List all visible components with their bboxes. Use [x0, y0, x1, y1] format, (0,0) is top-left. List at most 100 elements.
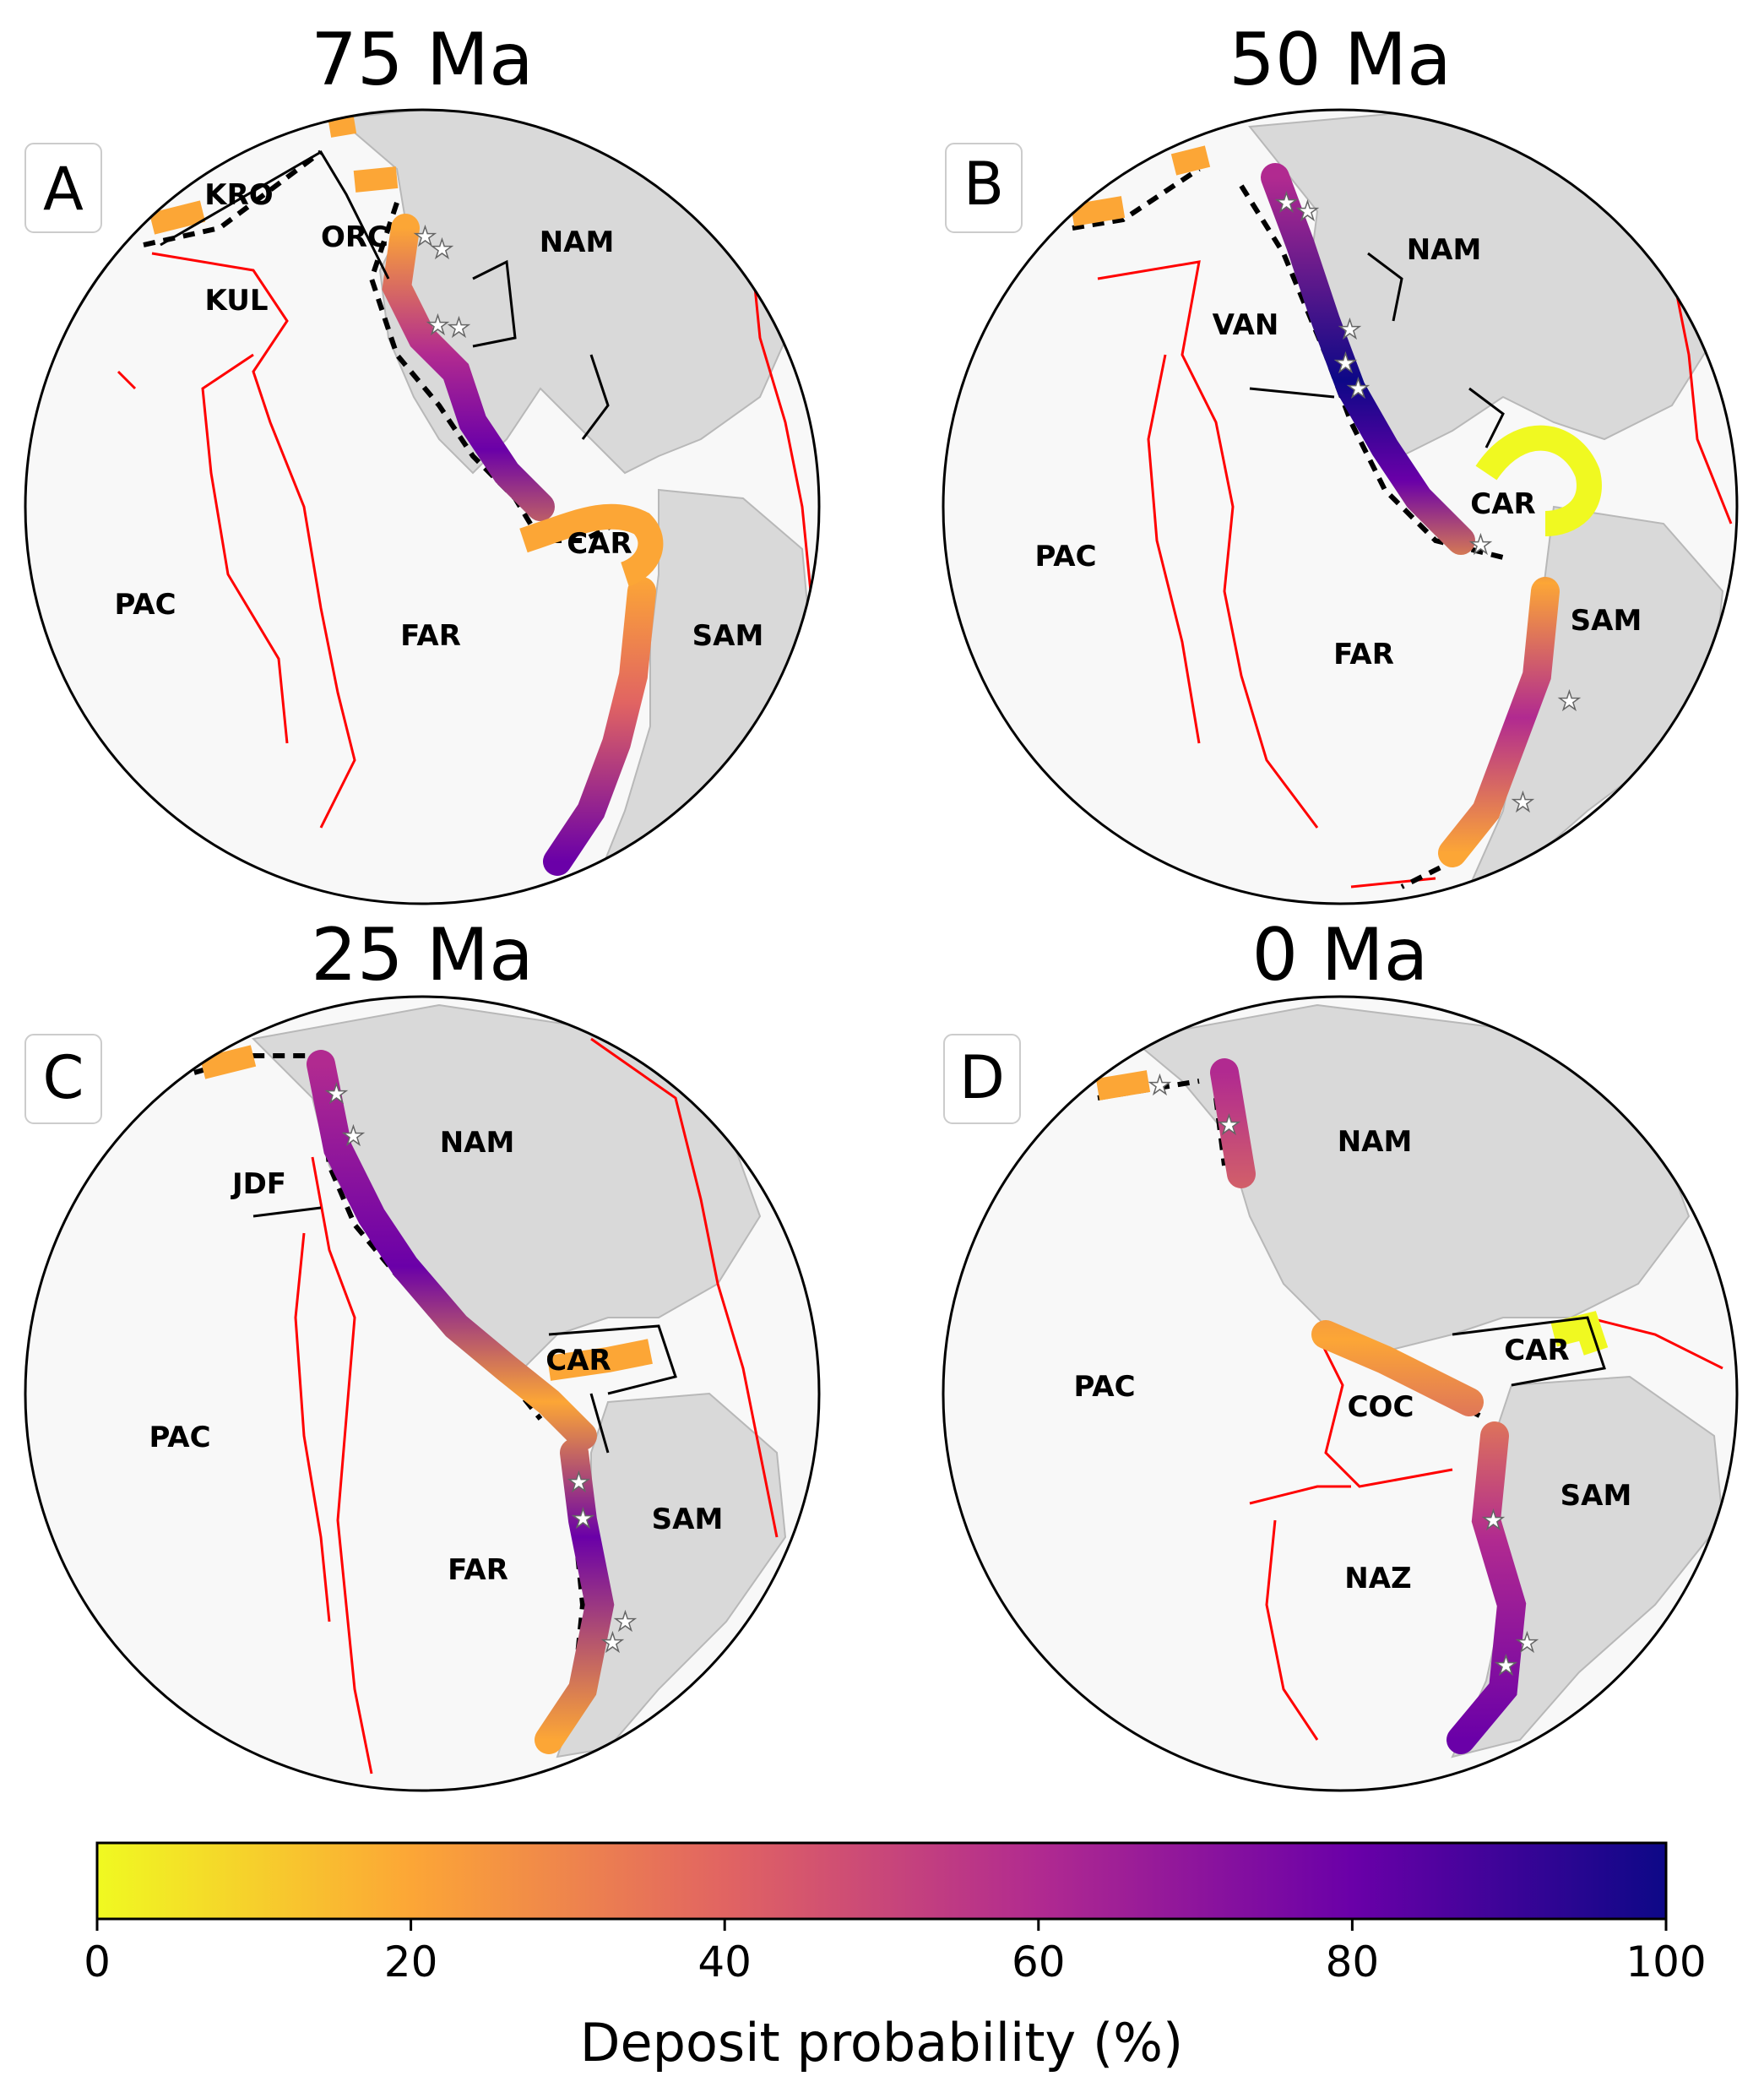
deposit-marker: ★ [1482, 1506, 1505, 1535]
colorbar-gradient [95, 1841, 1668, 1921]
colorbar-tick-label: 0 [84, 1938, 111, 1986]
plate-label-nam: NAM [1338, 1125, 1413, 1159]
caribbean-arc [519, 503, 664, 587]
plate-boundaries [1097, 185, 1733, 889]
caribbean-arc [1475, 425, 1602, 536]
plate-boundaries [117, 168, 812, 829]
plate-label-nam: NAM [540, 226, 615, 259]
deposit-markers-a: ★ ★ ★ ★ [413, 221, 470, 344]
colorbar-ticks: 0 20 40 60 80 100 [84, 1919, 1707, 1986]
colorbar-tick-label: 80 [1326, 1938, 1380, 1986]
plate-label-nam: NAM [1407, 233, 1482, 267]
panel-a: 75 Ma ★ ★ ★ ★ A KRO ORC KUL NAM PAC FAR … [24, 18, 821, 905]
plate-outline [1452, 1316, 1606, 1387]
globe-b-rim [942, 108, 1739, 905]
panel-d-letter-box [943, 1034, 1021, 1124]
caribbean-arc [1550, 1311, 1609, 1356]
globe-a-rim [24, 108, 821, 905]
plate-outline [252, 1206, 677, 1454]
panel-b-title: 50 Ma [1229, 18, 1452, 102]
colorbar-tick-label: 20 [384, 1938, 438, 1986]
colorbar-tick-label: 100 [1626, 1938, 1706, 1986]
panel-a-letter: A [43, 155, 84, 224]
panel-d-letter: D [959, 1043, 1005, 1112]
deposit-markers-b: ★ ★ ★ ★ ★ ★ ★ ★ [1274, 188, 1581, 818]
plate-label-naz: NAZ [1344, 1562, 1411, 1595]
northern-arc [149, 111, 399, 235]
plate-label-far: FAR [1333, 638, 1394, 671]
panel-c-letter-box [24, 1034, 102, 1124]
plate-label-sam: SAM [652, 1503, 724, 1536]
deposit-marker: ★ [342, 1122, 365, 1151]
deposit-marker: ★ [448, 313, 470, 343]
panel-d-title: 0 Ma [1252, 913, 1429, 997]
deposit-marker: ★ [1296, 197, 1319, 226]
deposit-arc [1210, 1058, 1527, 1754]
panel-a-title: 75 Ma [311, 18, 534, 102]
plate-label-jdf: JDF [231, 1167, 286, 1201]
plate-label-nam: NAM [440, 1126, 515, 1160]
deposit-marker: ★ [572, 1504, 594, 1534]
deposit-marker: ★ [567, 1468, 590, 1497]
plate-label-van: VAN [1213, 308, 1279, 342]
deposit-marker: ★ [1347, 374, 1370, 404]
panel-c-letter: C [43, 1043, 84, 1112]
deposit-marker: ★ [1334, 349, 1357, 378]
northern-arc [199, 1045, 257, 1079]
plate-outline [160, 149, 610, 440]
plate-label-car: CAR [545, 1344, 611, 1378]
caribbean-arc [546, 1339, 653, 1381]
deposit-marker: ★ [1469, 530, 1492, 560]
panel-a-letter-box [24, 143, 102, 233]
deposit-marker: ★ [426, 311, 449, 340]
deposit-marker: ★ [431, 235, 453, 264]
deposit-arc [382, 214, 656, 876]
colorbar-tick-label: 40 [697, 1938, 752, 1986]
colorbar-tick-label: 60 [1012, 1938, 1066, 1986]
northern-arc [1095, 1070, 1151, 1101]
deposit-markers-d: ★ ★ ★ ★ ★ [1148, 1070, 1539, 1682]
panel-c: 25 Ma ★ ★ ★ ★ ★ ★ C NAM JDF CAR PAC SAM … [24, 913, 821, 1792]
plate-label-pac: PAC [114, 588, 176, 622]
plate-label-kul: KUL [204, 284, 268, 318]
plate-outline [1249, 252, 1505, 448]
deposit-marker: ★ [1338, 315, 1361, 345]
colorbar-label: Deposit probability (%) [580, 2012, 1184, 2073]
panel-d: 0 Ma ★ ★ ★ ★ ★ D NAM CAR PAC COC SAM NAZ [942, 913, 1739, 1792]
deposit-markers-c: ★ ★ ★ ★ ★ ★ [324, 1079, 637, 1659]
plate-label-pac: PAC [149, 1421, 210, 1454]
globe-d-rim [942, 995, 1739, 1792]
deposit-marker: ★ [1516, 1628, 1539, 1658]
deposit-marker: ★ [1275, 188, 1298, 218]
deposit-marker: ★ [1512, 788, 1534, 818]
panel-b-letter-box [945, 143, 1023, 233]
plate-label-car: CAR [1470, 487, 1535, 521]
deposit-marker: ★ [614, 1607, 637, 1637]
deposit-arc [1261, 163, 1560, 867]
deposit-marker: ★ [1558, 687, 1581, 716]
panel-b-letter: B [963, 149, 1004, 219]
plate-label-sam: SAM [1560, 1479, 1632, 1513]
panel-b: 50 Ma ★ ★ ★ ★ ★ ★ ★ ★ B NAM VAN CAR PAC [942, 18, 1739, 905]
plate-label-far: FAR [400, 619, 461, 653]
deposit-marker: ★ [601, 1628, 624, 1658]
plate-boundaries [1249, 1316, 1723, 1741]
plate-label-orc: ORC [321, 220, 388, 254]
plate-label-sam: SAM [1571, 604, 1642, 638]
colorbar: 0 20 40 60 80 100 Deposit probability (%) [84, 1841, 1707, 2073]
globe-c-rim [24, 995, 821, 1792]
plate-boundaries [294, 1037, 779, 1774]
deposit-marker: ★ [325, 1079, 348, 1109]
plate-label-car: CAR [1504, 1334, 1569, 1367]
plate-label-coc: COC [1348, 1390, 1414, 1424]
deposit-arc [307, 1050, 615, 1754]
plate-label-sam: SAM [692, 619, 764, 653]
northern-arc [1070, 145, 1211, 226]
plate-label-car: CAR [567, 527, 632, 561]
globe-d-content [1095, 1003, 1724, 1758]
plate-label-pac: PAC [1034, 540, 1096, 573]
panel-c-title: 25 Ma [311, 913, 534, 997]
deposit-marker: ★ [1148, 1071, 1171, 1101]
deposit-marker: ★ [1218, 1111, 1240, 1140]
